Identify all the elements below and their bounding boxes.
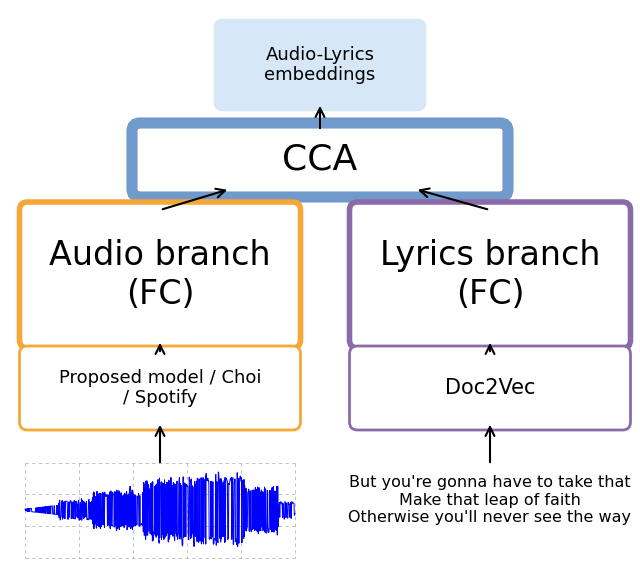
FancyBboxPatch shape bbox=[214, 19, 426, 111]
FancyBboxPatch shape bbox=[349, 202, 630, 348]
Text: Doc2Vec: Doc2Vec bbox=[445, 378, 535, 398]
Text: Lyrics branch
(FC): Lyrics branch (FC) bbox=[380, 239, 600, 311]
Text: Proposed model / Choi
/ Spotify: Proposed model / Choi / Spotify bbox=[59, 369, 261, 408]
Text: Audio-Lyrics
embeddings: Audio-Lyrics embeddings bbox=[264, 46, 376, 84]
FancyBboxPatch shape bbox=[132, 123, 508, 197]
Text: Audio branch
(FC): Audio branch (FC) bbox=[49, 239, 271, 311]
Text: But you're gonna have to take that
Make that leap of faith
Otherwise you'll neve: But you're gonna have to take that Make … bbox=[349, 475, 632, 525]
FancyBboxPatch shape bbox=[349, 346, 630, 430]
Text: CCA: CCA bbox=[282, 143, 358, 177]
FancyBboxPatch shape bbox=[19, 346, 301, 430]
FancyBboxPatch shape bbox=[19, 202, 301, 348]
